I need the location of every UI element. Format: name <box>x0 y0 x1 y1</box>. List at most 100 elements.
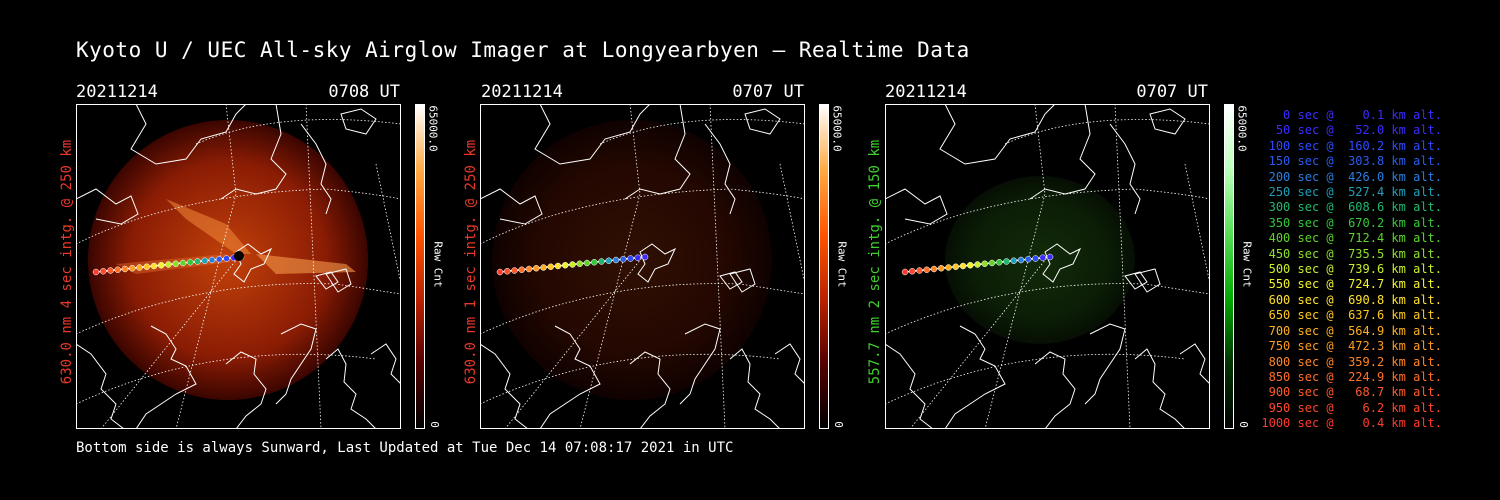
panel-3-ylabel: 557.7 nm 2 sec intg. @ 150 km <box>867 139 883 385</box>
panel-1-cbar-label: Raw Cnt <box>431 241 445 288</box>
panel-3-cbar-label: Raw Cnt <box>1240 241 1254 288</box>
legend-entry: 600 sec @ 690.8 km alt. <box>1261 292 1442 307</box>
panel-2-ylabel: 630.0 nm 1 sec intg. @ 250 km <box>463 139 479 385</box>
trajectory-point <box>194 258 201 265</box>
trajectory-point <box>959 262 967 270</box>
trajectory-point <box>988 259 996 267</box>
trajectory-point <box>591 259 598 266</box>
trajectory-point <box>916 267 923 274</box>
trajectory-point <box>129 265 136 272</box>
legend-entry: 200 sec @ 426.0 km alt. <box>1261 169 1442 184</box>
trajectory-point <box>923 266 930 273</box>
trajectory-point <box>938 265 945 272</box>
trajectory-point <box>930 265 938 273</box>
legend-entry: 100 sec @ 160.2 km alt. <box>1261 138 1442 153</box>
trajectory-legend: 0 sec @ 0.1 km alt. 50 sec @ 52.0 km alt… <box>1261 108 1442 432</box>
panel-1-ylabel: 630.0 nm 4 sec intg. @ 250 km <box>59 139 75 385</box>
legend-entry: 500 sec @ 739.6 km alt. <box>1261 262 1442 277</box>
trajectory-point <box>92 268 100 276</box>
legend-entry: 250 sec @ 527.4 km alt. <box>1261 185 1442 200</box>
trajectory-point <box>1025 256 1032 263</box>
trajectory-point <box>143 263 150 270</box>
trajectory-point <box>981 260 988 267</box>
coastline <box>885 104 1210 429</box>
trajectory-point <box>909 268 916 275</box>
legend-entry: 700 sec @ 564.9 km alt. <box>1261 323 1442 338</box>
panel-2-image <box>480 104 805 429</box>
trajectory-point <box>216 256 223 263</box>
legend-entry: 1000 sec @ 0.4 km alt. <box>1261 416 1442 431</box>
trajectory-point <box>223 255 230 262</box>
trajectory-point <box>187 259 194 266</box>
trajectory-point <box>583 259 591 267</box>
trajectory-point <box>627 255 634 262</box>
trajectory-point <box>504 268 511 275</box>
trajectory-point <box>974 261 981 268</box>
trajectory-point <box>1039 254 1046 261</box>
panel-1-image <box>76 104 401 429</box>
trajectory-point <box>952 263 959 270</box>
trajectory-point <box>554 262 562 270</box>
panel-1-cbar-min: 0 <box>427 421 441 428</box>
panel-3-date: 20211214 <box>885 82 967 102</box>
panel-1-cbar-max: 65000.0 <box>426 105 440 152</box>
coastline <box>76 104 401 429</box>
trajectory-point <box>598 258 605 265</box>
aurora-arc <box>256 254 356 274</box>
trajectory-point <box>620 256 627 263</box>
legend-entry: 950 sec @ 6.2 km alt. <box>1261 400 1442 415</box>
trajectory-point <box>1046 253 1054 261</box>
legend-entry: 150 sec @ 303.8 km alt. <box>1261 154 1442 169</box>
trajectory-point <box>641 253 649 261</box>
legend-entry: 650 sec @ 637.6 km alt. <box>1261 308 1442 323</box>
trajectory-point <box>1003 258 1010 265</box>
footer-status: Bottom side is always Sunward, Last Upda… <box>76 440 734 456</box>
trajectory-point <box>179 259 187 267</box>
panel-1-colorbar <box>415 104 425 429</box>
trajectory-end-marker <box>234 251 244 261</box>
trajectory-point <box>100 268 107 275</box>
panel-1-time: 0708 UT <box>328 82 400 102</box>
trajectory-point <box>165 261 172 268</box>
panel-frame <box>76 104 401 429</box>
panel-2-date: 20211214 <box>481 82 563 102</box>
legend-entry: 400 sec @ 712.4 km alt. <box>1261 231 1442 246</box>
legend-entry: 450 sec @ 735.5 km alt. <box>1261 246 1442 261</box>
trajectory-point <box>562 262 569 269</box>
panel-frame <box>885 104 1210 429</box>
airglow-disk <box>945 176 1135 344</box>
legend-entry: 850 sec @ 224.9 km alt. <box>1261 369 1442 384</box>
trajectory-point <box>201 257 208 264</box>
panel-2-colorbar <box>819 104 829 429</box>
legend-entry: 900 sec @ 68.7 km alt. <box>1261 385 1442 400</box>
panel-2-cbar-label: Raw Cnt <box>835 241 849 288</box>
legend-entry: 0 sec @ 0.1 km alt. <box>1261 108 1442 122</box>
trajectory-point <box>172 260 179 267</box>
trajectory-point <box>525 265 533 273</box>
legend-entry: 800 sec @ 359.2 km alt. <box>1261 354 1442 369</box>
aurora-arc <box>166 199 251 254</box>
trajectory-point <box>996 259 1003 266</box>
trajectory-point <box>945 264 952 271</box>
trajectory-point <box>1010 257 1017 264</box>
panel-2-cbar-min: 0 <box>831 421 845 428</box>
legend-entry: 300 sec @ 608.6 km alt. <box>1261 200 1442 215</box>
trajectory-point <box>158 262 165 269</box>
trajectory-point <box>208 256 216 264</box>
trajectory-point <box>107 267 114 274</box>
trajectory-point <box>150 262 158 270</box>
trajectory-point <box>576 260 583 267</box>
panel-3-cbar-max: 65000.0 <box>1235 105 1249 152</box>
panel-1-date: 20211214 <box>76 82 158 102</box>
trajectory-point <box>121 265 129 273</box>
trajectory-point <box>967 262 974 269</box>
legend-entry: 350 sec @ 670.2 km alt. <box>1261 215 1442 230</box>
legend-entry: 750 sec @ 472.3 km alt. <box>1261 339 1442 354</box>
trajectory-point <box>136 264 143 271</box>
trajectory-point <box>569 261 576 268</box>
page-title: Kyoto U / UEC All-sky Airglow Imager at … <box>76 38 970 62</box>
trajectory-point <box>1017 256 1025 264</box>
map-grid <box>885 104 1210 429</box>
trajectory-point <box>540 264 547 271</box>
trajectory-point <box>612 256 620 264</box>
